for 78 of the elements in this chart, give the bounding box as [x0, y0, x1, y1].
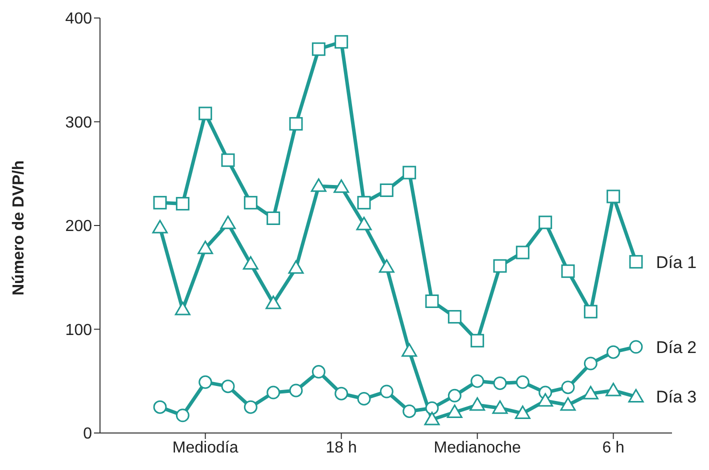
series-label: Día 1 [656, 252, 697, 272]
point [266, 296, 282, 310]
x-tick-label: Mediodía [172, 439, 238, 456]
point [629, 340, 643, 354]
point [380, 384, 394, 398]
point [402, 404, 416, 418]
point [334, 179, 350, 193]
x-tick-label: Medianoche [434, 439, 522, 456]
y-tick-label: 0 [83, 426, 92, 443]
point [561, 264, 575, 278]
point [629, 255, 643, 269]
point [310, 178, 326, 192]
point [312, 365, 326, 379]
point [198, 240, 214, 254]
point [424, 412, 440, 426]
point [357, 392, 371, 406]
point [606, 382, 622, 396]
point [514, 406, 530, 420]
point [492, 400, 508, 414]
y-axis-title: Número de DVP/h [10, 160, 28, 296]
point [493, 259, 507, 273]
x-tick-label: 18 h [326, 439, 357, 456]
y-tick-label: 400 [65, 10, 92, 28]
y-tick-label: 100 [65, 322, 92, 339]
point [244, 196, 258, 210]
point [198, 106, 212, 120]
point [266, 386, 280, 400]
point [266, 211, 280, 225]
point [221, 380, 235, 394]
point [174, 302, 190, 316]
point [244, 400, 258, 414]
point [153, 196, 167, 210]
point [220, 216, 236, 230]
point [334, 35, 348, 49]
series-label: Día 3 [656, 388, 697, 407]
point [493, 376, 507, 390]
point [334, 386, 348, 400]
point [448, 310, 462, 324]
point [470, 397, 486, 411]
point [628, 388, 644, 402]
point [425, 294, 439, 308]
point [402, 166, 416, 180]
point [402, 343, 418, 357]
point [470, 334, 484, 348]
point [538, 393, 554, 407]
point [312, 42, 326, 56]
series-label: Día 2 [656, 338, 697, 357]
y-tick-label: 200 [65, 218, 92, 236]
point [470, 374, 484, 388]
point [446, 404, 462, 418]
point [582, 386, 598, 400]
point [606, 190, 620, 204]
y-tick-label: 300 [65, 114, 92, 132]
point [176, 408, 190, 422]
point [584, 304, 598, 318]
point [176, 196, 190, 210]
point [584, 356, 598, 370]
point [289, 117, 303, 131]
point [538, 216, 552, 230]
point [221, 153, 235, 167]
point [356, 216, 372, 230]
point [380, 183, 394, 197]
point [153, 400, 167, 414]
point [378, 259, 394, 273]
point [561, 380, 575, 394]
x-tick-label: 6 h [602, 439, 624, 456]
point [425, 401, 439, 415]
point [152, 220, 168, 234]
point [560, 397, 576, 411]
point [516, 375, 530, 389]
point [242, 256, 258, 270]
point [357, 196, 371, 210]
point [516, 246, 530, 260]
point [448, 388, 462, 402]
point [606, 345, 620, 359]
point [288, 260, 304, 274]
point [289, 384, 303, 398]
point [198, 375, 212, 389]
